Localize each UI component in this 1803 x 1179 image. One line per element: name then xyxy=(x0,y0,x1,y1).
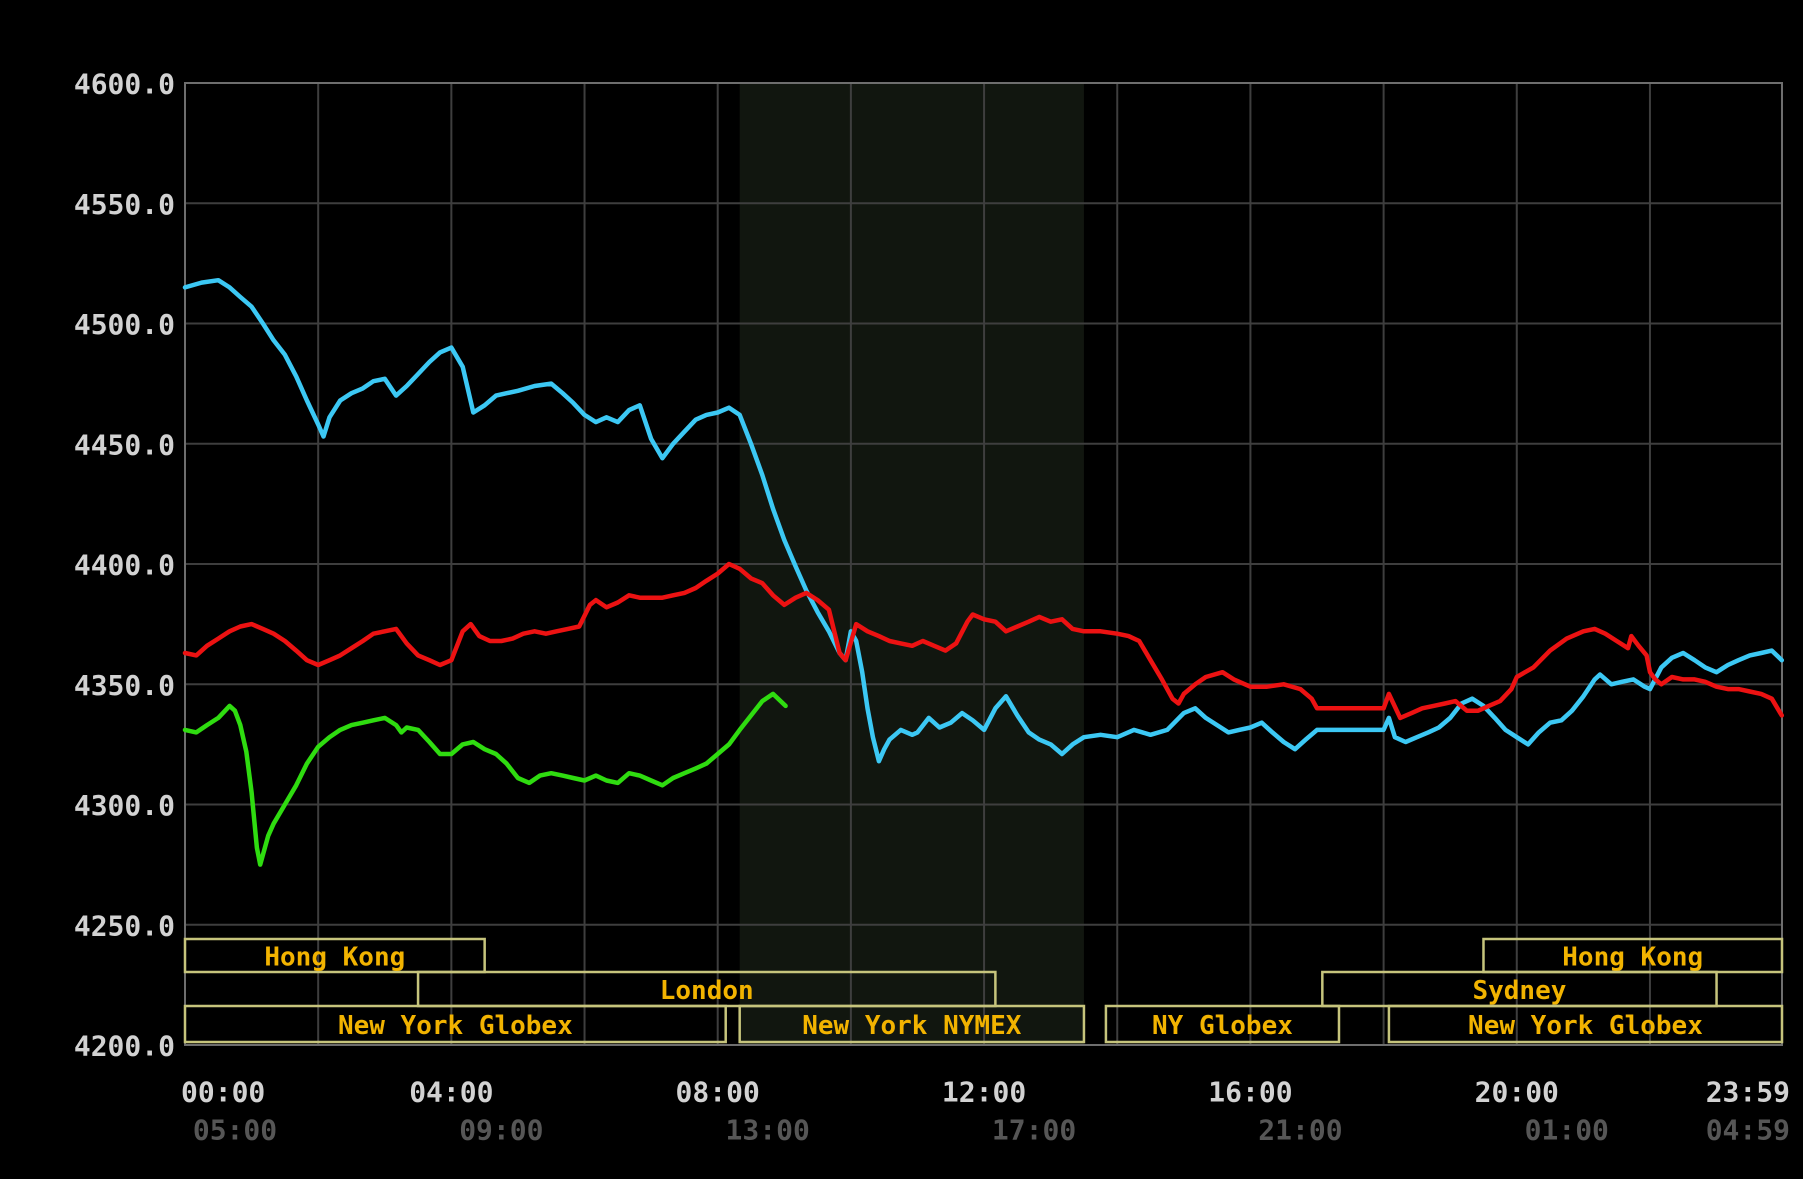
ny-time-tick-label: 16:00 xyxy=(1208,1076,1292,1109)
session-box xyxy=(1387,1004,1784,1044)
y-tick-label: 4200.0 xyxy=(74,1030,175,1063)
plot-border xyxy=(184,82,1783,1046)
ny-time-tick-label: 20:00 xyxy=(1475,1076,1559,1109)
session-box xyxy=(183,937,486,974)
y-tick-label: 4250.0 xyxy=(74,909,175,942)
y-tick-label: 4450.0 xyxy=(74,428,175,461)
session-label: Hong Kong xyxy=(1562,943,1703,973)
session-label: New York NYMEX xyxy=(802,1011,1021,1041)
session-label: Hong Kong xyxy=(264,943,405,973)
gmt-tick-label: 01:00 xyxy=(1525,1114,1609,1147)
ny-time-tick-label: 23:59 xyxy=(1706,1076,1790,1109)
gmt-tick-label: 09:00 xyxy=(459,1114,543,1147)
session-label: Sydney xyxy=(1472,976,1566,1006)
session-label: New York Globex xyxy=(1468,1011,1703,1041)
session-label: London xyxy=(660,976,754,1006)
y-tick-label: 4350.0 xyxy=(74,669,175,702)
dec30-line xyxy=(182,561,1785,721)
session-box xyxy=(738,1004,1086,1044)
ny-time-tick-label: 00:00 xyxy=(181,1076,265,1109)
y-tick-label: 4300.0 xyxy=(74,789,175,822)
session-label: New York Globex xyxy=(338,1011,573,1041)
session-box xyxy=(1104,1004,1341,1044)
session-label: NY Globex xyxy=(1152,1011,1293,1041)
gmt-tick-label: 17:00 xyxy=(992,1114,1076,1147)
ny-time-tick-label: 04:00 xyxy=(409,1076,493,1109)
y-tick-label: 4600.0 xyxy=(74,68,175,101)
ny-time-tick-label: 08:00 xyxy=(676,1076,760,1109)
gmt-tick-label: 04:59 xyxy=(1706,1114,1790,1147)
gmt-tick-label: 05:00 xyxy=(193,1114,277,1147)
dec29-line xyxy=(182,277,1785,764)
gmt-tick-label: 21:00 xyxy=(1258,1114,1342,1147)
y-tick-label: 4550.0 xyxy=(74,188,175,221)
y-tick-label: 4400.0 xyxy=(74,549,175,582)
y-tick-label: 4500.0 xyxy=(74,308,175,341)
ny-time-tick-label: 12:00 xyxy=(942,1076,1026,1109)
gmt-tick-label: 13:00 xyxy=(726,1114,810,1147)
session-box xyxy=(183,1004,727,1044)
dec31-line xyxy=(182,691,788,867)
